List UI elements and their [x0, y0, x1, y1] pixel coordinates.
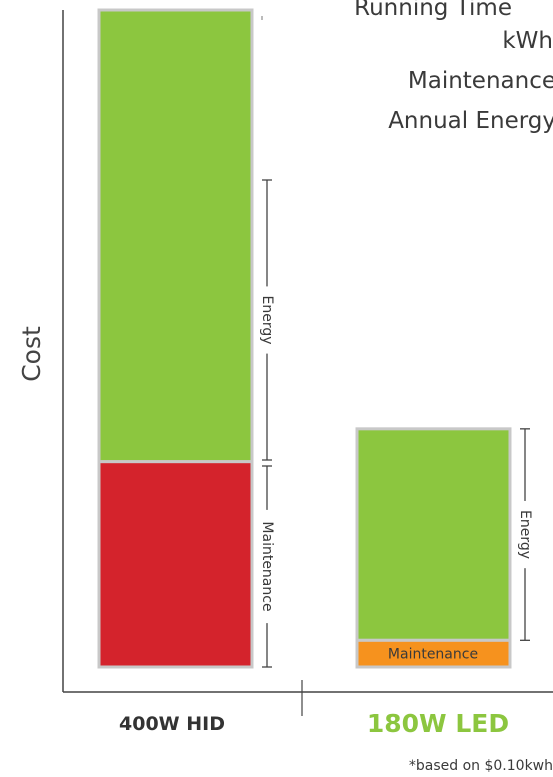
bar-led-energy — [355, 427, 512, 642]
bracket-hid-energy-label: Energy — [259, 295, 275, 344]
bar-hid-maintenance — [97, 460, 254, 669]
bracket-hid-maintenance-label: Maintenance — [259, 521, 275, 611]
y-axis-label: Cost — [17, 326, 46, 382]
category-label-hid: 400W HID — [119, 713, 225, 735]
bar-led-maintenance — [355, 638, 512, 669]
footnote: *based on $0.10kwh — [409, 758, 553, 774]
bar-hid-energy — [97, 8, 254, 464]
category-label-led: 180W LED — [367, 709, 509, 738]
bracket-group: Energy Maintenance Energy — [259, 179, 533, 668]
bar-led-maintenance-label: Maintenance — [388, 647, 478, 663]
bracket-led-energy-label: Energy — [517, 510, 533, 559]
legend-line-maintenance: Maintenance — [408, 68, 553, 94]
legend-line-annual-energy: Annual Energy — [388, 108, 553, 134]
legend-line-running-time: Running Time — [354, 0, 512, 21]
legend-line-kwh: kWh — [502, 28, 553, 54]
